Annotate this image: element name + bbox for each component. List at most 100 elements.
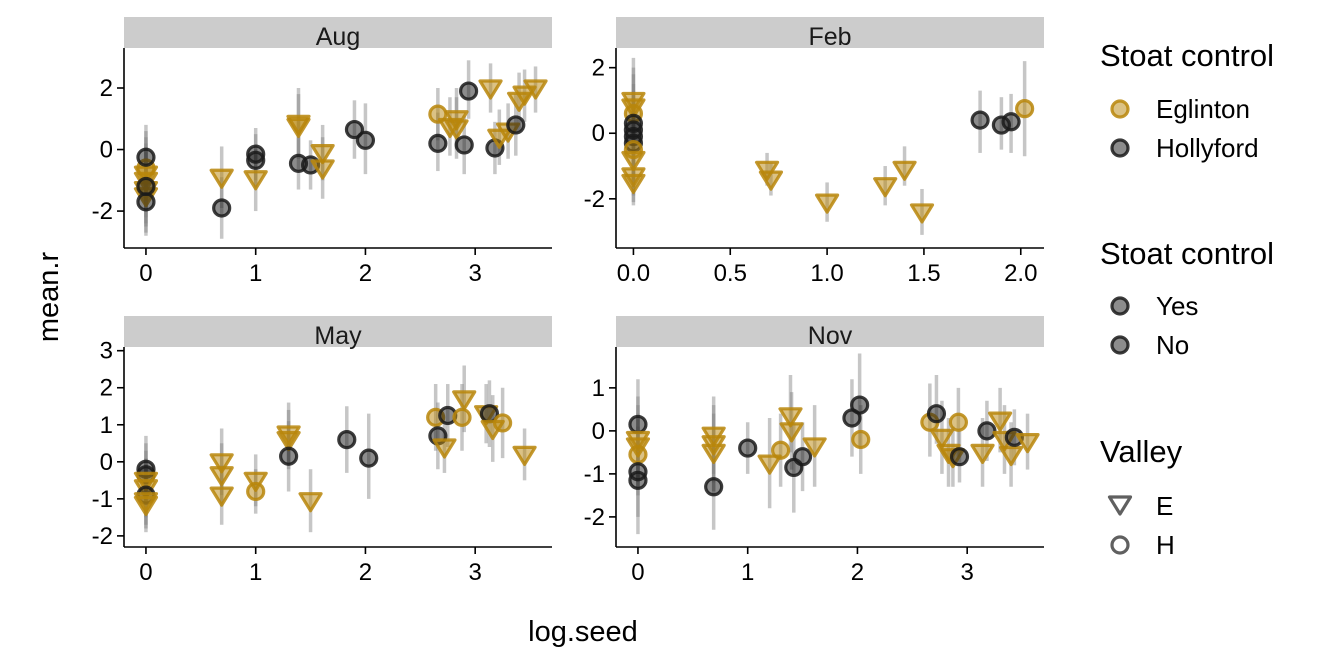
facet-panel-feb: Feb 0.0 0.5 1.0 1.5 2.0 -2 0 2 <box>584 17 1044 287</box>
x-axis-title: log.seed <box>528 616 638 648</box>
y-tick-label: -1 <box>584 461 605 488</box>
x-tick-label: 2 <box>359 559 372 586</box>
data-point-circle <box>926 404 947 424</box>
data-point-triangle <box>970 443 995 464</box>
data-point-triangle <box>701 443 726 464</box>
legend-group: Stoat control Yes No <box>1100 236 1274 360</box>
y-tick-label: 2 <box>100 375 113 402</box>
legend-label: Hollyford <box>1156 133 1259 163</box>
legend-key-circle <box>1110 99 1130 119</box>
data-point-triangle <box>892 160 917 181</box>
y-tick-label: -2 <box>584 186 605 213</box>
x-tick-label: 2 <box>851 559 864 586</box>
data-point-circle <box>493 413 513 433</box>
data-point-triangle <box>298 492 323 513</box>
x-tick-label: 1.0 <box>810 260 843 287</box>
data-point-triangle <box>778 407 803 428</box>
data-point-circle <box>136 176 156 197</box>
data-points <box>625 395 1040 497</box>
error-bars <box>636 353 1030 535</box>
data-point-circle <box>977 421 997 441</box>
data-point-triangle <box>276 430 301 452</box>
data-point-triangle <box>478 79 503 100</box>
y-tick-label: -2 <box>92 198 113 225</box>
facet-panel-aug: Aug 0 1 2 3 -2 0 2 <box>92 17 552 287</box>
data-points <box>133 390 537 517</box>
y-axis-title: mean.r <box>33 252 65 343</box>
y-tick-label: 2 <box>100 75 113 102</box>
data-point-triangle <box>243 170 268 191</box>
x-tick-label: 0.0 <box>617 260 650 287</box>
x-tick-label: 0.5 <box>714 260 747 287</box>
y-tick-label: 0 <box>592 120 605 147</box>
data-point-triangle <box>758 170 784 191</box>
data-point-triangle <box>929 428 955 449</box>
data-point-circle <box>246 150 266 170</box>
x-tick-label: 3 <box>468 559 481 586</box>
data-point-triangle <box>512 445 537 467</box>
data-point-circle <box>948 412 969 432</box>
data-point-triangle <box>814 193 840 214</box>
y-tick-label: 0 <box>100 137 113 164</box>
x-tick-label: 0 <box>631 559 644 586</box>
facet-strip <box>616 316 1044 347</box>
data-point-triangle <box>988 411 1013 432</box>
data-point-triangle <box>452 390 477 411</box>
data-point-circle <box>337 429 357 450</box>
y-tick-label: -1 <box>92 486 113 513</box>
facet-strip-label: May <box>314 322 362 350</box>
legend-label: Yes <box>1156 291 1198 321</box>
y-tick-label: -2 <box>584 504 605 531</box>
data-point-triangle <box>523 79 548 100</box>
data-point-circle <box>628 414 648 435</box>
data-point-circle <box>704 477 724 497</box>
data-point-circle <box>246 481 266 502</box>
data-point-circle <box>771 440 791 460</box>
legend-title: Stoat control <box>1100 38 1274 73</box>
data-point-circle <box>949 447 970 467</box>
data-point-triangle <box>802 437 827 458</box>
facet-strip-label: Feb <box>808 23 851 51</box>
data-point-triangle <box>209 486 234 507</box>
x-tick-label: 2.0 <box>1004 260 1037 287</box>
data-point-triangle <box>873 177 898 198</box>
data-point-triangle <box>286 117 311 139</box>
data-point-triangle <box>621 150 646 172</box>
data-point-triangle <box>209 466 234 487</box>
data-point-circle <box>628 444 648 465</box>
facet-strip-label: Aug <box>316 23 360 51</box>
facet-strip <box>124 17 552 48</box>
data-point-circle <box>1015 99 1035 119</box>
data-point-circle <box>628 470 648 490</box>
legend-label: H <box>1156 530 1175 560</box>
data-point-circle <box>850 395 870 415</box>
data-point-circle <box>1001 112 1021 132</box>
y-tick-label: -2 <box>92 523 113 550</box>
data-points <box>621 91 1035 224</box>
data-point-triangle <box>998 445 1024 467</box>
data-point-circle <box>851 429 871 450</box>
data-point-circle <box>355 130 376 150</box>
data-point-circle <box>506 115 526 135</box>
x-tick-label: 0 <box>139 260 152 287</box>
data-point-triangle <box>310 159 335 180</box>
y-tick-label: 3 <box>100 338 113 365</box>
data-point-triangle <box>909 203 935 224</box>
legend-key-circle <box>1110 138 1130 158</box>
data-point-circle <box>428 133 448 153</box>
facet-strip <box>616 17 1044 48</box>
data-point-circle <box>454 135 474 155</box>
data-point-circle <box>452 407 472 427</box>
x-tick-label: 3 <box>468 260 481 287</box>
legend-label: E <box>1156 491 1173 521</box>
legend-label: No <box>1156 330 1189 360</box>
data-point-circle <box>279 446 299 466</box>
legend-key-circle <box>1110 296 1130 316</box>
data-point-circle <box>344 119 365 140</box>
data-point-triangle <box>209 168 234 189</box>
facet-panels: Aug 0 1 2 3 -2 0 2 Feb 0.0 0.5 1.0 1.5 2.0 -2 0 2 May 0 1 2 3… <box>92 17 1044 586</box>
facet-panel-nov: Nov 0 1 2 3 -2 -1 0 1 <box>584 316 1044 586</box>
data-point-circle <box>738 438 758 458</box>
